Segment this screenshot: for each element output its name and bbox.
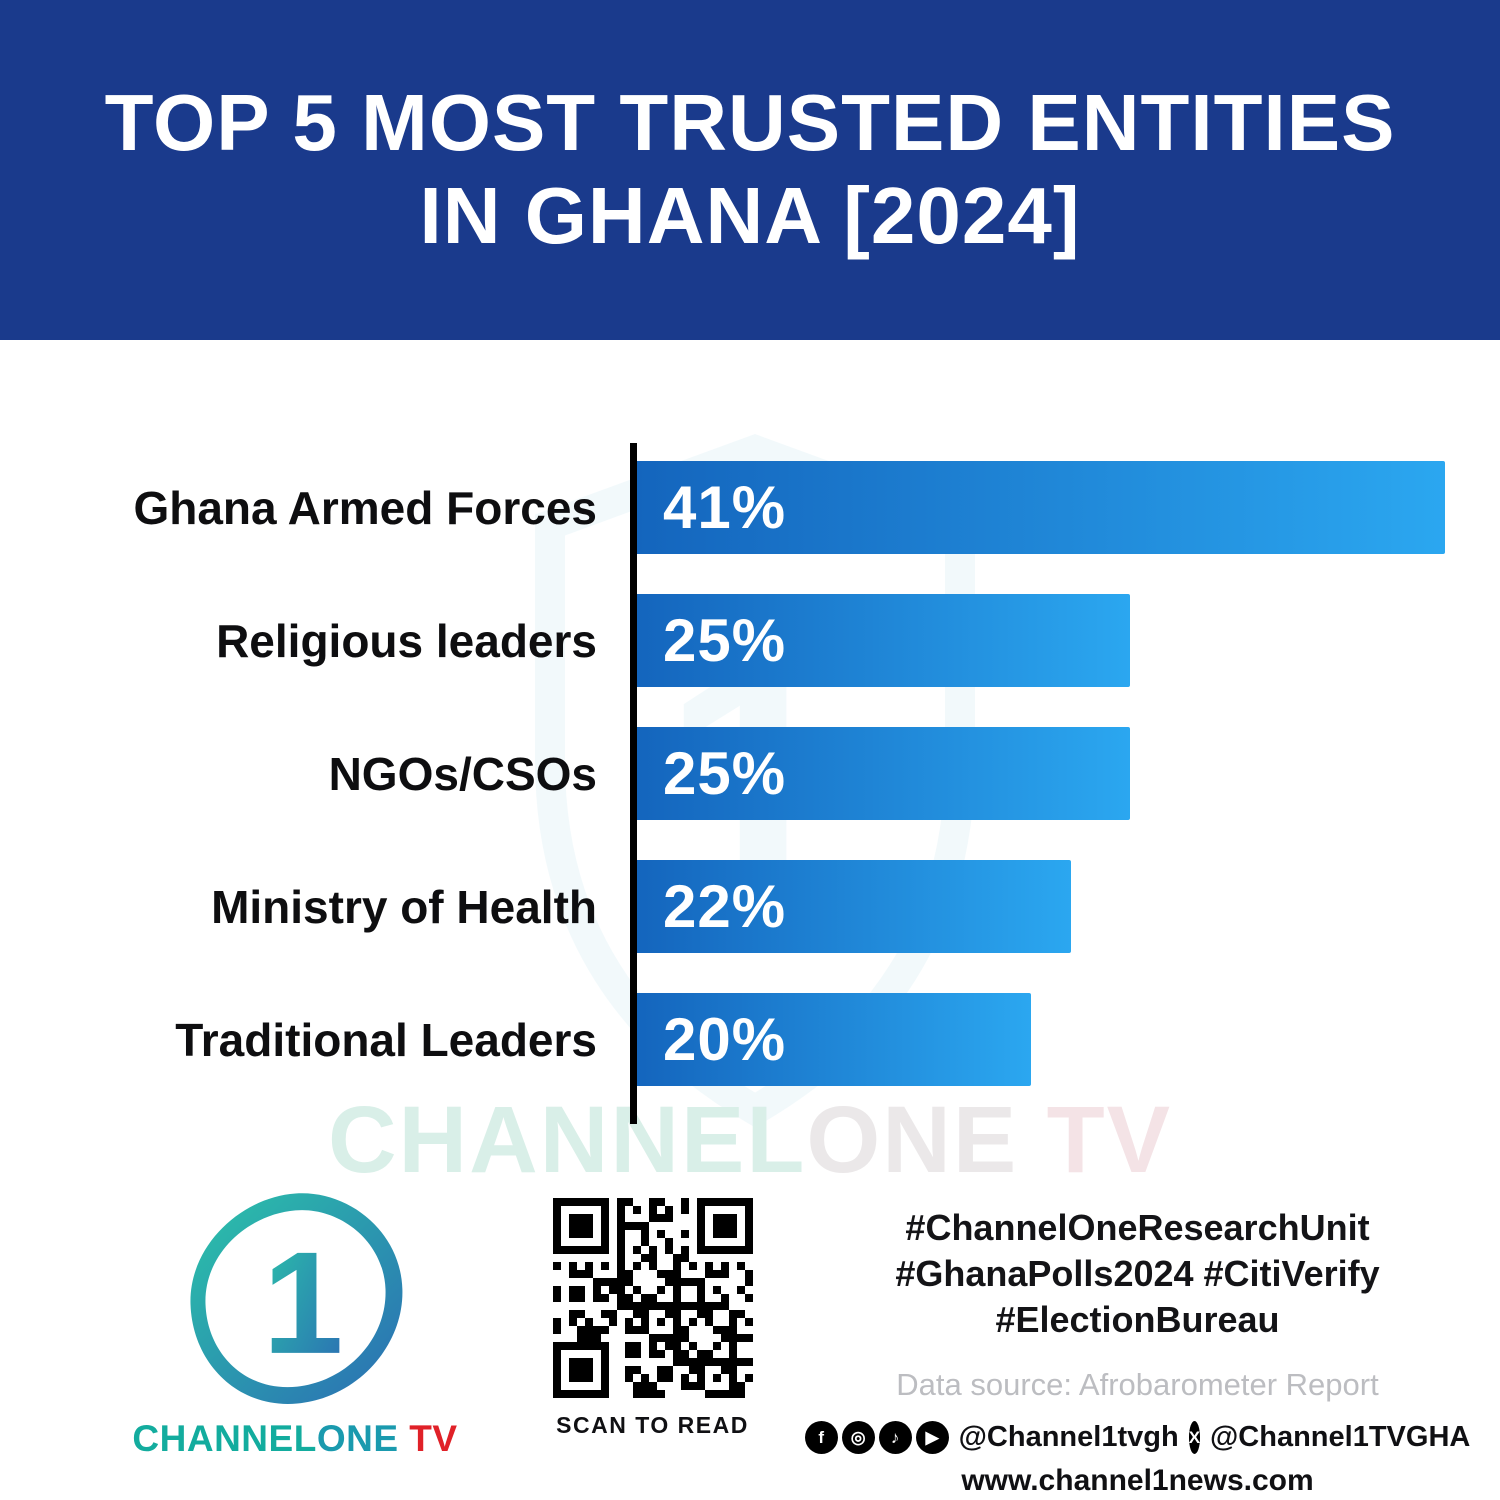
bar-value: 25% bbox=[663, 740, 787, 807]
wordmark-one: ONE bbox=[316, 1418, 399, 1459]
brand-watermark: CHANNELONE TV bbox=[0, 1086, 1500, 1195]
header-banner: TOP 5 MOST TRUSTED ENTITIES IN GHANA [20… bbox=[0, 0, 1500, 340]
facebook-icon: f bbox=[804, 1421, 838, 1455]
channel-one-logo-icon: 1 bbox=[183, 1193, 408, 1415]
website-url: www.channel1news.com bbox=[961, 1464, 1314, 1498]
bar-label: NGOs/CSOs bbox=[328, 747, 597, 800]
social-handle-x: @Channel1TVGHA bbox=[1210, 1421, 1471, 1454]
wordmark-tv: TV bbox=[398, 1418, 458, 1459]
bar-value: 41% bbox=[663, 474, 787, 541]
qr-caption: SCAN TO READ bbox=[556, 1412, 749, 1438]
data-source: Data source: Afrobarometer Report bbox=[896, 1367, 1379, 1403]
social-icon-group: f ◎ ♪ ▶ bbox=[804, 1421, 949, 1455]
watermark-channel: CHANNEL bbox=[327, 1087, 807, 1193]
social-handle-main: @Channel1tvgh bbox=[958, 1421, 1179, 1454]
youtube-icon: ▶ bbox=[915, 1421, 949, 1455]
hashtag-line: #ChannelOneResearchUnit bbox=[905, 1207, 1370, 1248]
bar-label: Ghana Armed Forces bbox=[133, 481, 597, 534]
instagram-icon: ◎ bbox=[841, 1421, 875, 1455]
chart-axis-and-bars: 41% 25% 25% 22% 20% bbox=[630, 443, 1445, 1124]
watermark-one: ONE bbox=[806, 1087, 1019, 1193]
bar-value: 25% bbox=[663, 607, 787, 674]
bar: 22% bbox=[637, 860, 1071, 953]
bar-label: Traditional Leaders bbox=[175, 1013, 597, 1066]
footer-info-block: #ChannelOneResearchUnit #GhanaPolls2024 … bbox=[804, 1205, 1470, 1498]
title-line-1: TOP 5 MOST TRUSTED ENTITIES bbox=[104, 78, 1396, 168]
wordmark-channel: CHANNEL bbox=[132, 1418, 317, 1459]
hashtag-line: #ElectionBureau bbox=[995, 1299, 1280, 1341]
qr-code bbox=[552, 1198, 753, 1398]
qr-block: SCAN TO READ bbox=[545, 1198, 760, 1439]
hashtags: #ChannelOneResearchUnit #GhanaPolls2024 … bbox=[865, 1205, 1410, 1343]
bar-label: Religious leaders bbox=[216, 614, 597, 667]
bar: 20% bbox=[637, 993, 1032, 1086]
bar-chart: Ghana Armed Forces Religious leaders NGO… bbox=[55, 443, 1445, 1124]
tiktok-icon: ♪ bbox=[878, 1421, 912, 1455]
social-row: f ◎ ♪ ▶ @Channel1tvgh X @Channel1TVGHA bbox=[804, 1421, 1470, 1455]
bar: 41% bbox=[637, 461, 1445, 554]
bar-value: 20% bbox=[663, 1006, 787, 1073]
bar: 25% bbox=[637, 727, 1130, 820]
svg-text:1: 1 bbox=[262, 1221, 343, 1384]
bar-value: 22% bbox=[663, 873, 787, 940]
chart-labels-column: Ghana Armed Forces Religious leaders NGO… bbox=[55, 443, 630, 1124]
bar-label: Ministry of Health bbox=[211, 880, 597, 933]
page-title: TOP 5 MOST TRUSTED ENTITIES IN GHANA [20… bbox=[105, 77, 1396, 263]
watermark-tv: TV bbox=[1018, 1087, 1173, 1193]
x-icon: X bbox=[1188, 1421, 1201, 1455]
bar: 25% bbox=[637, 594, 1130, 687]
channel-one-logo-block: 1 CHANNELONE TV bbox=[130, 1186, 460, 1460]
hashtag-line: #GhanaPolls2024 #CitiVerify bbox=[895, 1253, 1380, 1295]
channel-one-wordmark: CHANNELONE TV bbox=[130, 1418, 460, 1460]
title-line-2: IN GHANA [2024] bbox=[419, 171, 1081, 260]
